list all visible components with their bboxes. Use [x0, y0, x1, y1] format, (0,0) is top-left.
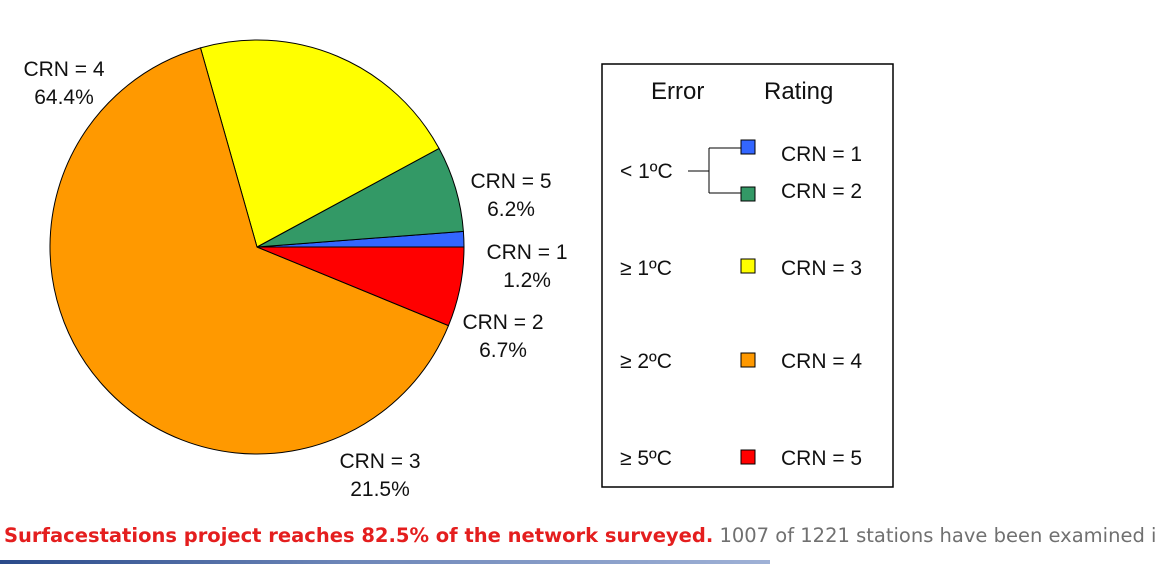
pie-slices: [49, 39, 465, 455]
slice-label-3: CRN = 3: [339, 450, 420, 473]
slice-pct-2: 6.7%: [479, 339, 527, 362]
legend-swatch-crn1: [740, 139, 756, 155]
legend-frame: [601, 63, 894, 488]
legend-rating-crn4: CRN = 4: [781, 350, 862, 373]
slice-pct-5: 6.2%: [487, 198, 535, 221]
caption-body: 1007 of 1221 stations have been examined…: [713, 524, 1157, 547]
pie-chart: CRN = 1 1.2% CRN = 2 6.7% CRN = 3 21.5% CRN = …: [23, 39, 894, 501]
legend-swatch-crn5: [740, 449, 756, 465]
legend-error-ge1: ≥ 1ºC: [620, 257, 672, 280]
legend-error-ge5: ≥ 5ºC: [620, 447, 672, 470]
slice-label-1: CRN = 1: [486, 241, 567, 264]
slice-label-5: CRN = 5: [470, 170, 551, 193]
legend-rating-crn2: CRN = 2: [781, 180, 862, 203]
slice-label-4: CRN = 4: [23, 58, 104, 81]
legend-error-ge2: ≥ 2ºC: [620, 350, 672, 373]
legend-rating-crn3: CRN = 3: [781, 257, 862, 280]
pie-slice-crn-4: [49, 47, 450, 455]
legend-box: Error Rating < 1ºC CRN = 1 CRN = 2 ≥ 1ºC…: [601, 63, 894, 488]
legend-swatch-crn3: [740, 258, 756, 274]
legend-error-lt1: < 1ºC: [620, 160, 673, 183]
slice-pct-4: 64.4%: [34, 86, 94, 109]
legend-swatch-crn2: [740, 186, 756, 202]
legend-header-rating: Rating: [764, 78, 833, 105]
divider-bar: [0, 560, 770, 564]
pie-slice-crn-3: [199, 39, 440, 248]
legend-header-error: Error: [651, 78, 704, 105]
slice-pct-1: 1.2%: [503, 269, 551, 292]
caption-headline-link[interactable]: Surfacestations project reaches 82.5% of…: [4, 524, 714, 547]
legend-rating-crn5: CRN = 5: [781, 447, 862, 470]
news-caption: Surfacestations project reaches 82.5% of…: [4, 521, 1161, 551]
slice-pct-3: 21.5%: [350, 478, 410, 501]
pie-slice-crn-5: [256, 246, 465, 327]
legend-rating-crn1: CRN = 1: [781, 143, 862, 166]
slice-label-2: CRN = 2: [462, 311, 543, 334]
pie-labels: CRN = 1 1.2% CRN = 2 6.7% CRN = 3 21.5% CRN = …: [23, 58, 567, 501]
legend-swatch-crn4: [740, 352, 756, 368]
